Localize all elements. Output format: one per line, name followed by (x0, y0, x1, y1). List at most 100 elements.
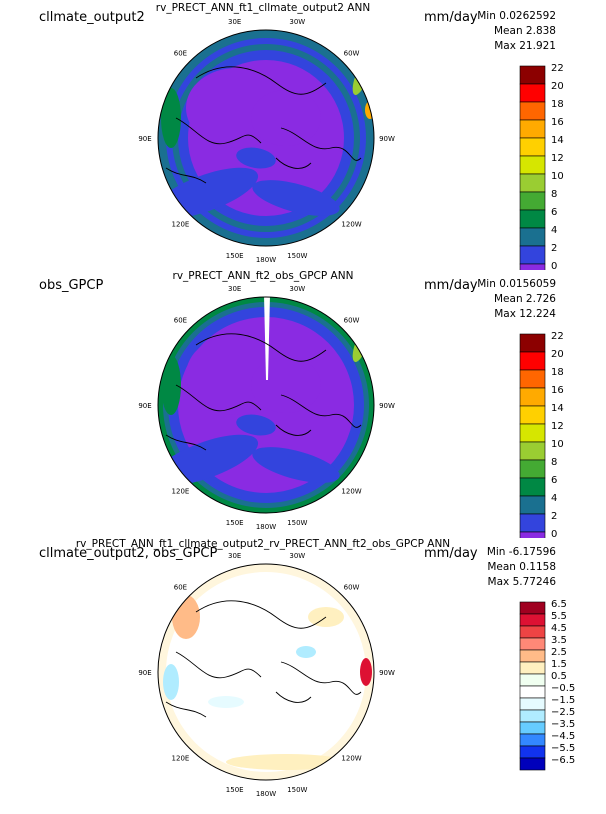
colorbar-segment (519, 745, 546, 759)
units-label: mm/day (424, 546, 478, 561)
colorbar-segment (519, 423, 546, 443)
field-region (172, 595, 200, 639)
colorbar-tick-label: 14 (551, 135, 564, 146)
colorbar-segment (519, 137, 546, 157)
colorbar-tick-label: 4.5 (551, 623, 567, 634)
colorbar-tick-label: 16 (551, 385, 564, 396)
longitude-label: 60W (344, 49, 360, 57)
colorbar-tick-label: 1.5 (551, 659, 567, 670)
longitude-label: 120E (172, 488, 190, 496)
colorbar-segment (519, 245, 546, 265)
map-border (157, 296, 375, 514)
colorbar-segment (519, 209, 546, 229)
colorbar-tick-label: 6 (551, 207, 558, 218)
colorbar-segment (519, 227, 546, 247)
field-region (163, 664, 179, 700)
coastline (275, 157, 312, 169)
colorbar-tick-label: 8 (551, 189, 558, 200)
colorbar-segment (519, 101, 546, 121)
longitude-label: 90E (138, 669, 151, 677)
colorbar-tick-label: 18 (551, 99, 564, 110)
colorbar-tick-label: 22 (551, 63, 564, 74)
colorbar-segment (519, 685, 546, 699)
colorbar-tick-label: −2.5 (551, 707, 576, 718)
chart-panel-3: 30E 30W 60E 60W 90E 90W 120E 120W 150E 150W 180W 6.… (0, 536, 606, 806)
chart-panel-2: 30E 30W 60E 60W 90E 90W 120E 120W 150E 150W 180W 22… (0, 268, 606, 540)
longitude-label: 30W (289, 285, 305, 293)
map-border (157, 563, 375, 781)
stat-mean: Mean 0.1158 (487, 561, 556, 573)
colorbar-tick-label: 16 (551, 117, 564, 128)
units-label: mm/day (424, 278, 478, 293)
longitude-label: 90W (379, 669, 395, 677)
stat-max: Max 5.77246 (487, 576, 556, 588)
colorbar-tick-label: 0.5 (551, 671, 567, 682)
longitude-label: 30E (228, 285, 241, 293)
colorbar-segment (519, 625, 546, 639)
panel-left-label: obs_GPCP (39, 278, 104, 293)
colorbar-segment (519, 173, 546, 193)
colorbar-segment (519, 369, 546, 389)
colorbar-segment (519, 649, 546, 663)
coastline (275, 424, 312, 436)
longitude-label: 30W (289, 18, 305, 26)
colorbar-segment (519, 637, 546, 651)
coastline (175, 651, 262, 679)
field-region (251, 357, 321, 413)
longitude-label: 150W (287, 252, 307, 260)
longitude-label: 180W (256, 523, 276, 531)
colorbar-tick-label: −4.5 (551, 731, 576, 742)
longitude-label: 120W (341, 488, 361, 496)
longitude-label: 150E (226, 786, 244, 794)
longitude-label: 30E (228, 552, 241, 560)
colorbar-segment (519, 513, 546, 533)
longitude-label: 120E (172, 221, 190, 229)
field-region (252, 180, 340, 216)
colorbar-segment (519, 405, 546, 425)
colorbar-tick-label: 2 (551, 511, 558, 522)
colorbar-tick-label: 20 (551, 349, 564, 360)
longitude-label: 90W (379, 135, 395, 143)
longitude-label: 60W (344, 583, 360, 591)
coastline (195, 66, 327, 95)
colorbar-tick-label: 12 (551, 421, 564, 432)
stats-block: Min 0.0156059 Mean 2.726 Max 12.224 (477, 277, 556, 322)
colorbar-tick-label: 10 (551, 439, 564, 450)
missing-data-wedge (264, 297, 270, 380)
field-region (251, 90, 321, 146)
colorbar-tick-label: 8 (551, 457, 558, 468)
colorbar-tick-label: −0.5 (551, 683, 576, 694)
longitude-label: 150W (287, 786, 307, 794)
panel-left-label: cllmate_output2 (39, 10, 145, 25)
field-region (161, 355, 181, 415)
colorbar-segment (519, 757, 546, 771)
colorbar-tick-label: 22 (551, 331, 564, 342)
coastline (165, 167, 207, 184)
stat-max: Max 12.224 (494, 308, 556, 320)
colorbar-segment (519, 477, 546, 497)
longitude-label: 60E (174, 316, 187, 324)
field-region (236, 147, 276, 169)
colorbar-tick-label: 3.5 (551, 635, 567, 646)
colorbar-tick-label: 10 (551, 171, 564, 182)
longitude-label: 150W (287, 519, 307, 527)
longitude-label: 60E (174, 583, 187, 591)
longitude-label: 60E (174, 49, 187, 57)
longitude-label: 30E (228, 18, 241, 26)
colorbar-tick-label: 20 (551, 81, 564, 92)
field-region (236, 414, 276, 436)
field-region (296, 646, 316, 658)
colorbar-segment (519, 495, 546, 515)
colorbar-tick-label: −5.5 (551, 743, 576, 754)
colorbar-tick-label: 12 (551, 153, 564, 164)
stat-mean: Mean 2.838 (493, 25, 556, 37)
coastline (280, 127, 362, 161)
stats-block: Min 0.0262592 Mean 2.838 Max 21.921 (477, 9, 556, 54)
longitude-label: 90W (379, 402, 395, 410)
colorbar-segment (519, 601, 546, 615)
colorbar-tick-label: 2.5 (551, 647, 567, 658)
field-region (226, 754, 346, 770)
colorbar-tick-label: 14 (551, 403, 564, 414)
coastline (175, 117, 262, 145)
longitude-label: 90E (138, 402, 151, 410)
